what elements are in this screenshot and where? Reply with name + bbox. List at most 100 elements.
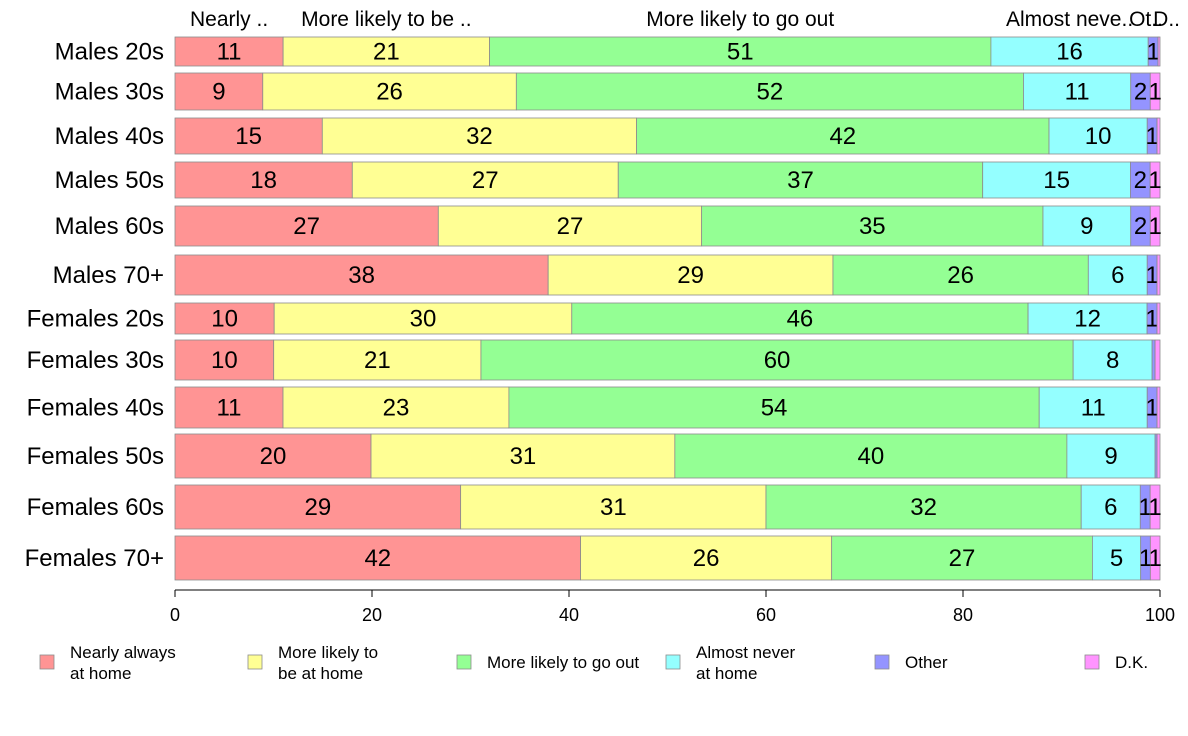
data-label: 11 [217,395,242,422]
category-label-females-30s: Females 30s [27,347,164,374]
bar-segment-more-likely-to-go-out [831,535,1093,581]
data-label: 10 [1085,123,1112,150]
data-label: 42 [829,123,856,150]
data-label: 1 [1139,494,1152,521]
data-label: 9 [1104,443,1117,470]
data-label: 1 [1145,395,1158,422]
category-label-females-70: Females 70+ [25,545,164,572]
data-label: 21 [364,347,391,374]
data-label: 15 [235,123,262,150]
data-label: 31 [600,494,627,521]
data-label: 1 [1148,167,1161,194]
data-label: 1 [1148,79,1161,106]
data-label: 38 [348,262,375,289]
data-label: 2 [1134,167,1147,194]
data-label: 1 [1145,262,1158,289]
bar-segment-d-k [1156,433,1161,479]
data-label: 1 [1145,123,1158,150]
bar-segment-more-likely-to-be-at-home [370,433,676,479]
data-label: 30 [410,306,437,333]
category-label-males-60s: Males 60s [55,213,164,240]
bar-segment-nearly-always-at-home [174,484,462,530]
data-label: 29 [304,494,331,521]
data-label: 8 [1106,347,1119,374]
series-header-more-likely-to-go-out: More likely to go out [646,8,834,31]
category-label-females-60s: Females 60s [27,494,164,521]
data-label: 32 [466,123,493,150]
bar-segment-nearly-always-at-home [174,302,275,335]
bar-segment-nearly-always-at-home [174,339,275,381]
data-label: 9 [1080,213,1093,240]
bar-segment-more-likely-to-be-at-home [273,339,482,381]
data-label: 35 [859,213,886,240]
data-label: 51 [727,39,754,66]
bar-segment-more-likely-to-be-at-home [273,302,573,335]
legend-label-more-likely-to-go-out: More likely to go out [487,653,639,672]
bar-segment-nearly-always-at-home [174,433,372,479]
bar-segment-d-k [1149,205,1161,247]
bar-segment-d-k [1154,339,1161,381]
bar-segment-other [1151,339,1156,381]
data-label: 27 [557,213,584,240]
bar-segment-more-likely-to-be-at-home [351,161,619,199]
bar-segment-more-likely-to-go-out [480,339,1074,381]
data-label: 21 [373,39,400,66]
bar-segment-more-likely-to-be-at-home [547,254,834,296]
legend-swatch-almost-never-at-home [665,654,681,670]
data-label: 11 [1081,395,1106,422]
series-header-almost-never-at-home: Almost neve.. [1006,8,1133,31]
legend-label-d-k: D.K. [1115,653,1148,672]
data-label: 1 [1146,39,1159,66]
category-label-females-50s: Females 50s [27,443,164,470]
category-label-males-50s: Males 50s [55,167,164,194]
data-label: 27 [293,213,320,240]
category-label-males-30s: Males 30s [55,79,164,106]
bar-segment-d-k [1149,535,1161,581]
data-label: 11 [1065,79,1090,106]
x-tick-label: 100 [1145,605,1175,625]
bar-segment-d-k [1157,36,1161,67]
legend-swatch-other [874,654,890,670]
data-label: 26 [693,545,720,572]
data-label: 5 [1110,545,1123,572]
data-label: 26 [376,79,403,106]
category-label-males-20s: Males 20s [55,39,164,66]
data-label: 60 [764,347,791,374]
bar-segment-nearly-always-at-home [174,386,284,429]
bar-segment-d-k [1149,72,1161,111]
data-label: 27 [949,545,976,572]
bar-segment-more-likely-to-go-out [508,386,1040,429]
bars: 11 21 51 16 19 26 52 11 2 115 32 42 10 118 27 37 15 2 127 2… [174,36,1162,581]
data-label: 1 [1148,545,1161,572]
series-header-other: Ot.. [1129,8,1163,31]
data-label: 9 [212,79,225,106]
bar-segment-almost-never-at-home [1048,117,1148,155]
bar-segment-almost-never-at-home [1038,386,1148,429]
bar-segment-more-likely-to-go-out [674,433,1068,479]
category-label-females-40s: Females 40s [27,395,164,422]
bar-segment-d-k [1156,117,1161,155]
bar-segment-more-likely-to-go-out [701,205,1044,247]
category-labels: Males 20s Males 30s Males 40s Males 50s Male… [25,39,164,573]
data-label: 42 [364,545,391,572]
data-label: 1 [1148,213,1161,240]
data-label: 6 [1111,262,1124,289]
bar-segment-d-k [1149,484,1161,530]
data-label: 40 [858,443,885,470]
bar-segment-nearly-always-at-home [174,205,439,247]
data-label: 10 [211,306,238,333]
data-label: 18 [250,167,277,194]
bar-segment-almost-never-at-home [1042,205,1132,247]
bar-segment-nearly-always-at-home [174,161,353,199]
data-label: 52 [757,79,784,106]
data-label: 1 [1148,494,1161,521]
data-label: 23 [383,395,410,422]
x-tick-label: 40 [559,605,579,625]
bar-segment-almost-never-at-home [1072,339,1153,381]
data-label: 1 [1145,306,1158,333]
x-tick-label: 20 [362,605,382,625]
bar-segment-almost-never-at-home [1087,254,1148,296]
bar-segment-more-likely-to-go-out [617,161,984,199]
bar-segment-almost-never-at-home [1092,535,1142,581]
bar-segment-more-likely-to-go-out [765,484,1082,530]
